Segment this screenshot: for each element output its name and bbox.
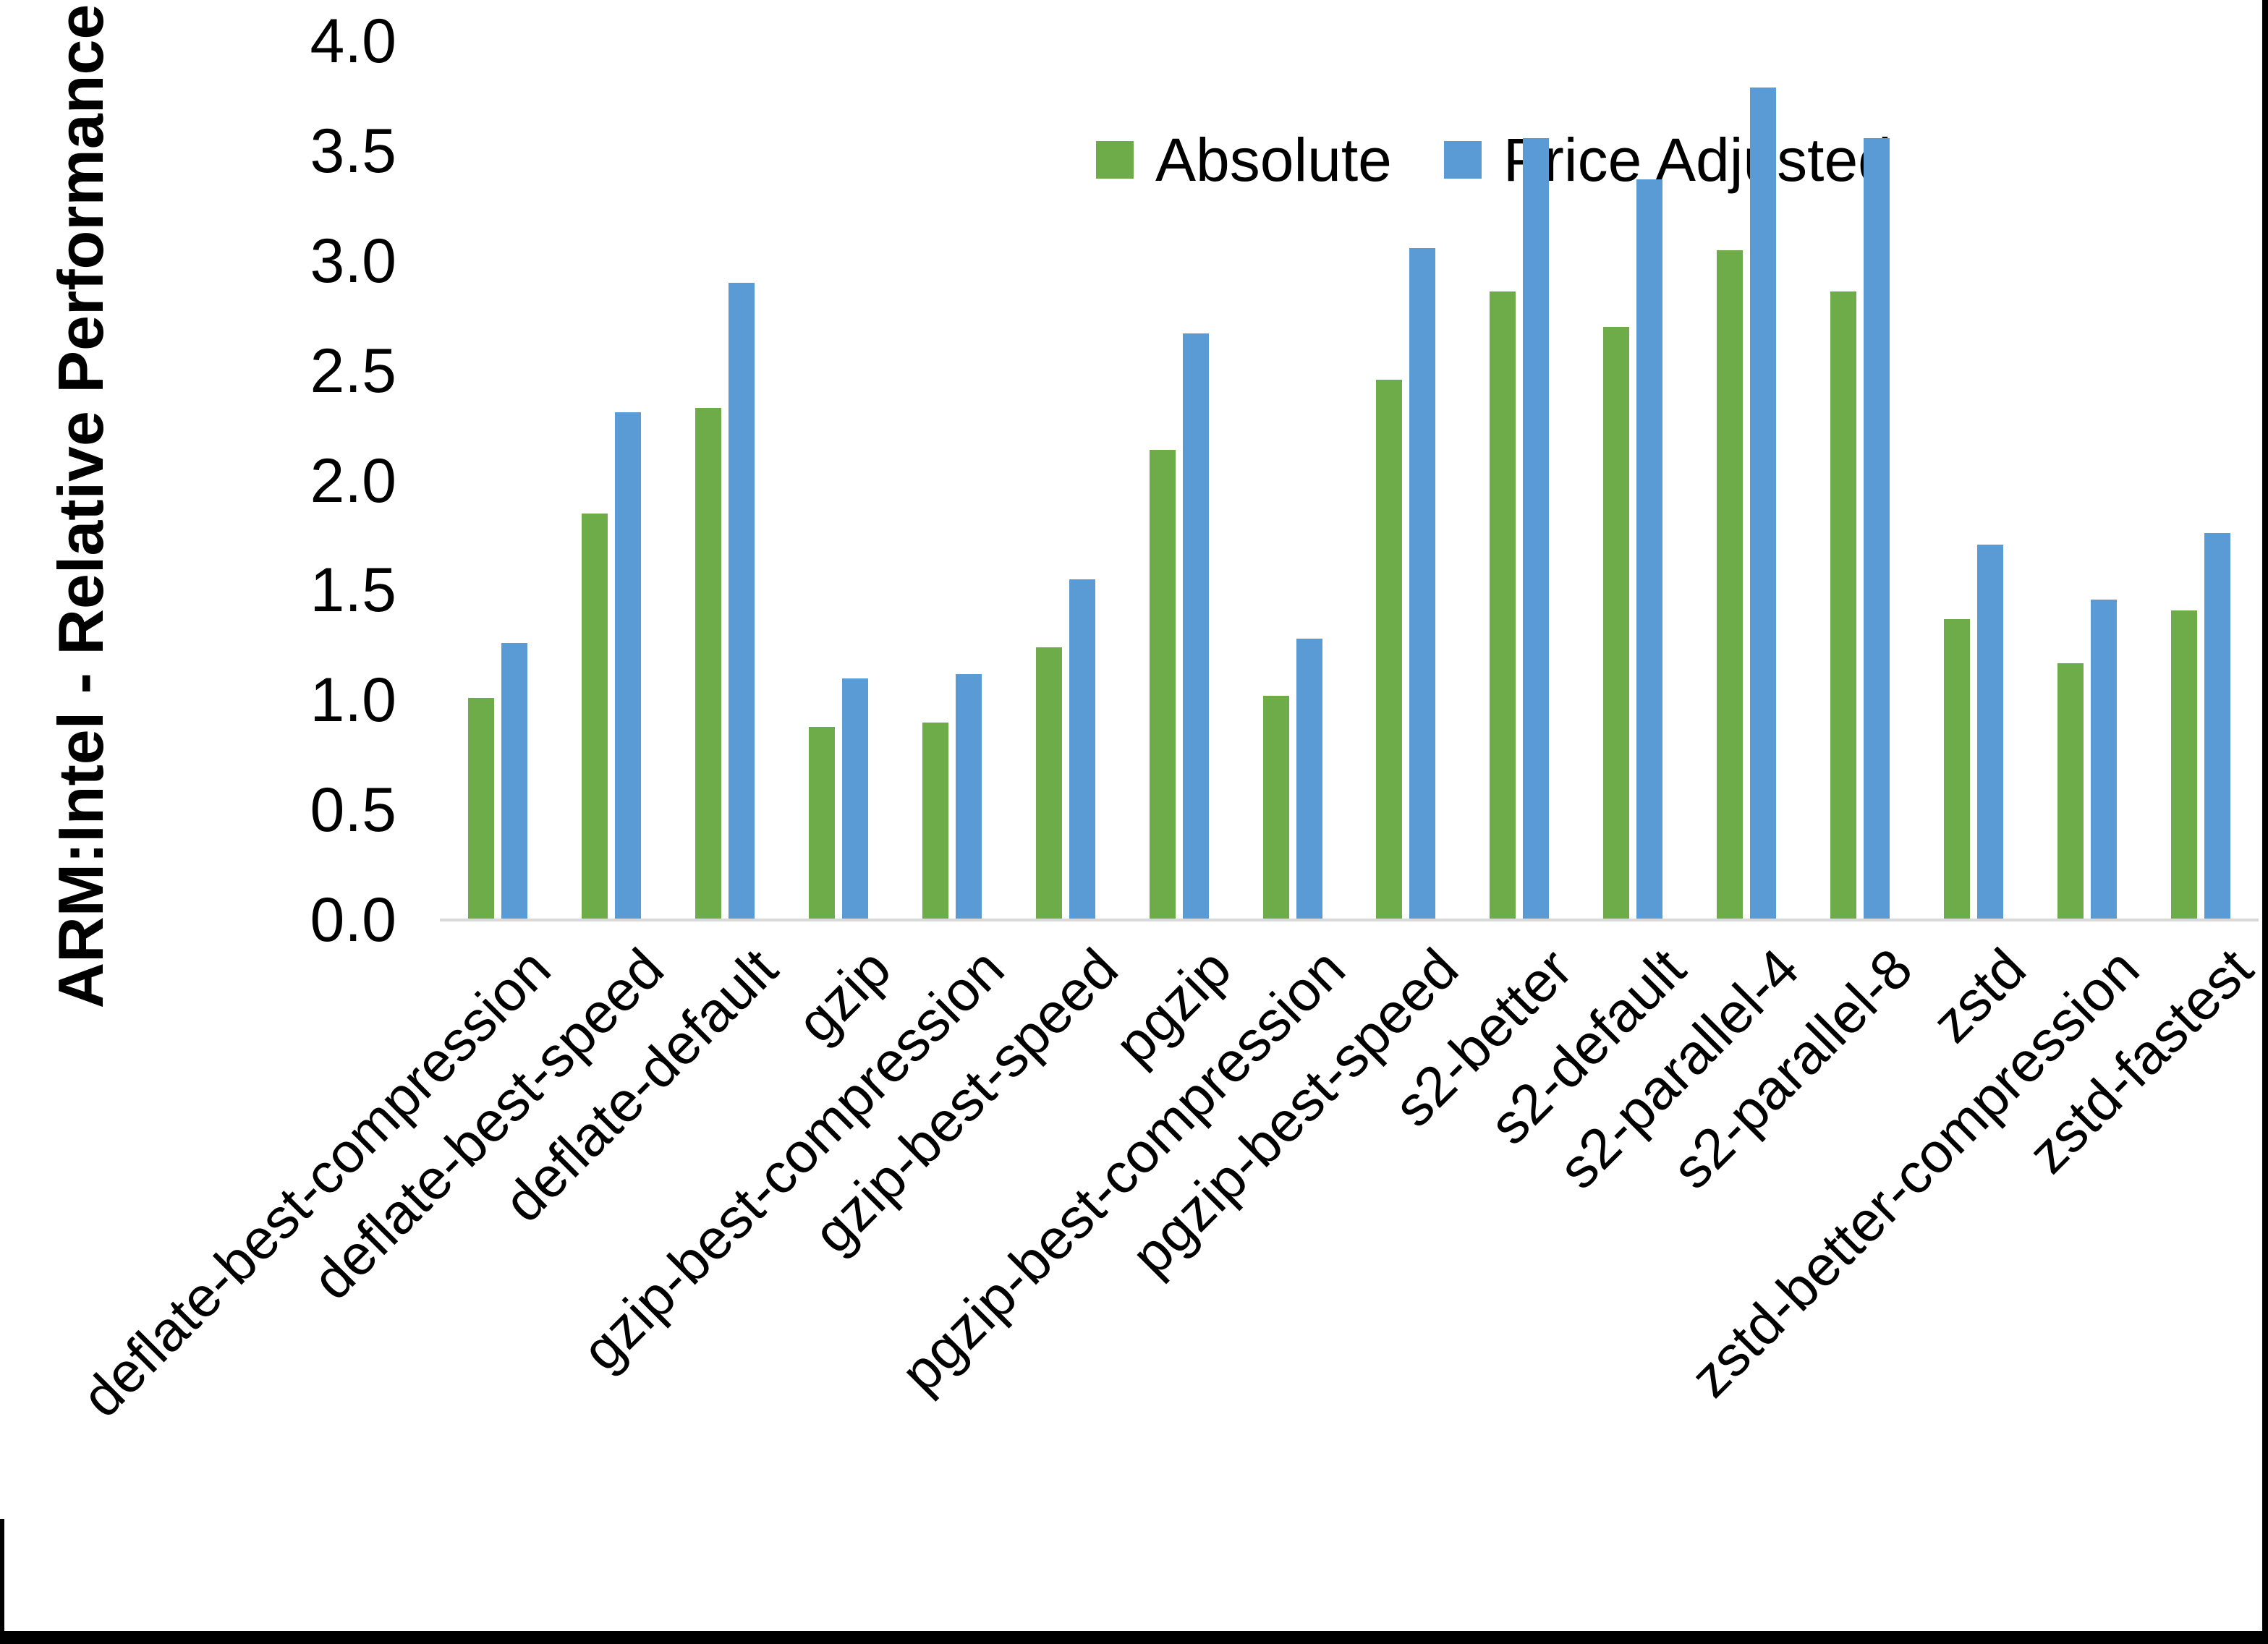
bar-group-s2-parallel-4 [1690,41,1804,920]
bar-price-adjusted-s2-parallel-8 [1863,137,1890,920]
bar-group-gzip-best-speed [1008,41,1122,920]
legend-swatch-icon [1096,141,1134,179]
bar-price-adjusted-pgzip-best-speed [1409,247,1436,920]
y-tick-label: 1.0 [310,665,396,736]
y-tick-label: 4.0 [310,7,396,76]
bar-absolute-zstd-better-compression [2057,663,2084,920]
bar-absolute-zstd [1943,618,1970,920]
x-axis-label-deflate-best-compression: deflate-best-compression [69,936,563,1429]
bar-group-gzip [782,41,896,920]
bar-group-gzip-best-compression [896,41,1009,920]
bar-group-deflate-best-compression [441,41,555,920]
bar-group-deflate-best-speed [555,41,668,920]
bar-absolute-s2-parallel-4 [1717,250,1744,920]
frame-border-bottom [0,1631,2268,1644]
bar-price-adjusted-deflate-best-compression [501,643,528,920]
legend: Absolute Price Adjusted [1096,129,1944,190]
legend-label: Price Adjusted [1503,126,1892,194]
bar-absolute-pgzip-best-compression [1262,696,1289,920]
bar-price-adjusted-gzip [842,678,869,920]
y-tick-label: 1.5 [310,555,396,626]
bar-group-deflate-default [668,41,782,920]
bars-container [441,41,2257,920]
bar-absolute-pgzip [1149,449,1176,920]
bar-group-s2-parallel-8 [1804,41,1917,920]
bar-group-pgzip-best-speed [1349,41,1463,920]
bar-price-adjusted-zstd [1976,544,2003,920]
frame-border-left [0,1519,4,1644]
bar-price-adjusted-gzip-best-speed [1069,579,1095,920]
bar-price-adjusted-s2-better [1523,137,1550,920]
frame-border-right [2262,0,2268,1644]
plot-area: Absolute Price Adjusted [441,41,2257,920]
bar-absolute-pgzip-best-speed [1376,379,1403,920]
bar-absolute-zstd-fastest [2170,610,2197,920]
y-tick-label: 0.5 [310,775,396,846]
legend-label: Absolute [1155,126,1392,194]
y-axis-title: ARM:Intel - Relative Performance [45,4,116,1009]
bar-absolute-deflate-best-speed [582,514,608,920]
bar-absolute-s2-better [1490,291,1516,920]
bar-group-zstd-fastest [2144,41,2257,920]
bar-price-adjusted-pgzip-best-compression [1296,639,1322,920]
bar-group-s2-better [1463,41,1576,920]
bar-group-zstd [1916,41,2030,920]
bar-absolute-s2-default [1603,326,1630,920]
bar-price-adjusted-s2-parallel-4 [1750,87,1777,920]
y-tick-label: 3.5 [310,116,396,186]
y-tick-label: 2.5 [310,336,396,406]
y-tick-label: 0.0 [310,885,396,955]
bar-price-adjusted-deflate-default [729,283,755,920]
bar-group-pgzip-best-compression [1236,41,1349,920]
bar-price-adjusted-deflate-best-speed [615,412,642,920]
y-tick-label: 3.0 [310,226,396,296]
legend-item-price-adjusted: Price Adjusted [1443,126,1892,194]
bar-price-adjusted-gzip-best-compression [955,673,982,920]
bar-price-adjusted-zstd-fastest [2204,533,2230,920]
bar-absolute-gzip-best-speed [1035,647,1062,920]
bar-group-pgzip [1122,41,1236,920]
bar-group-zstd-better-compression [2030,41,2144,920]
bar-price-adjusted-pgzip [1182,333,1209,920]
bar-price-adjusted-zstd-better-compression [2090,599,2117,920]
y-tick-label: 2.0 [310,446,396,516]
bar-price-adjusted-s2-default [1636,179,1663,920]
bar-absolute-deflate-best-compression [468,698,495,920]
legend-item-absolute: Absolute [1096,129,1392,190]
legend-swatch-icon [1443,141,1482,179]
bar-absolute-deflate-default [695,408,722,920]
bar-absolute-gzip [809,726,836,920]
x-axis-line [440,919,2259,921]
bar-group-s2-default [1576,41,1690,920]
bar-absolute-gzip-best-compression [922,722,948,920]
bar-absolute-s2-parallel-8 [1830,291,1856,920]
